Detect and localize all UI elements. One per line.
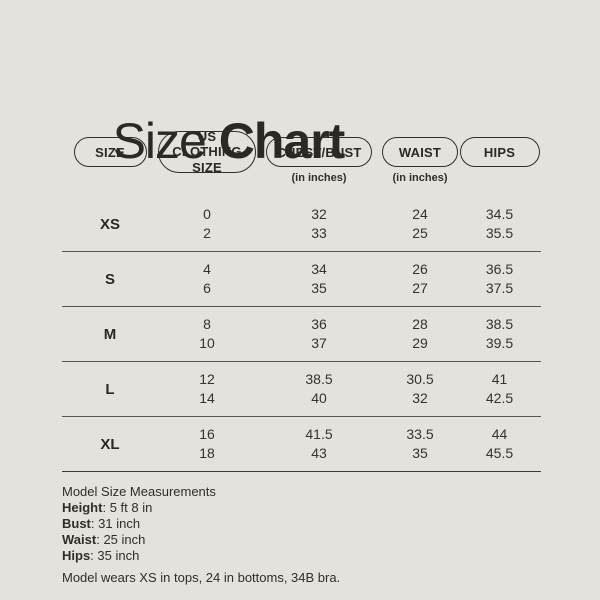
size-cell: S — [104, 270, 115, 288]
us-size-cell: 16 18 — [199, 426, 215, 461]
chest-bust-unit-label: (in inches) — [291, 172, 347, 184]
table-row-m: M 8 10 36 37 28 29 38.5 39.5 — [62, 307, 541, 362]
chest-bust-header-label: CHEST/BUST — [276, 144, 362, 160]
waist-cell: 30.5 32 — [406, 371, 434, 406]
model-wears-note: Model wears XS in tops, 24 in bottoms, 3… — [62, 570, 341, 585]
waist-cell: 26 27 — [412, 261, 428, 296]
column-header-us-clothing-size: US CLOTHING SIZE — [158, 128, 256, 175]
us-clothing-size-header-label: US CLOTHING SIZE — [172, 128, 242, 175]
chest-cell: 34 35 — [311, 261, 327, 296]
us-size-cell: 12 14 — [199, 371, 215, 406]
measurement-waist: Waist: 25 inch — [62, 532, 146, 547]
size-table-body: XS 0 2 32 33 24 25 34.5 35.5 S 4 6 — [62, 197, 541, 472]
footer-heading: Model Size Measurements — [62, 484, 216, 499]
waist-cell: 24 25 — [412, 206, 428, 241]
us-size-cell: 4 6 — [203, 261, 211, 296]
hips-header-pill: HIPS — [459, 137, 540, 167]
size-cell: M — [103, 325, 117, 343]
measurement-bust: Bust: 31 inch — [62, 516, 141, 531]
size-header-label: SIZE — [95, 144, 125, 160]
column-header-size: SIZE — [62, 131, 158, 173]
model-measurements-footer: Model Size Measurements Height: 5 ft 8 i… — [62, 484, 340, 586]
waist-unit-label: (in inches) — [392, 172, 448, 184]
hips-cell: 34.5 35.5 — [485, 206, 514, 241]
chest-bust-header-pill: CHEST/BUST — [266, 137, 372, 167]
hips-cell: 44 45.5 — [485, 426, 514, 461]
table-row-s: S 4 6 34 35 26 27 36.5 37.5 — [62, 252, 541, 307]
hips-cell: 41 42.5 — [485, 371, 514, 406]
us-size-cell: 8 10 — [199, 316, 215, 351]
table-row-xs: XS 0 2 32 33 24 25 34.5 35.5 — [62, 197, 541, 252]
chest-cell: 41.5 43 — [305, 426, 333, 461]
column-header-chest-bust: CHEST/BUST (in inches) — [256, 131, 382, 184]
hips-cell: 38.5 39.5 — [485, 316, 514, 351]
size-cell: XL — [100, 435, 120, 453]
table-row-l: L 12 14 38.5 40 30.5 32 41 42.5 — [62, 362, 541, 417]
column-header-waist: WAIST (in inches) — [382, 131, 458, 184]
hips-header-label: HIPS — [483, 144, 516, 160]
us-clothing-size-header-pill: US CLOTHING SIZE — [158, 128, 256, 175]
table-header-row: SIZE US CLOTHING SIZE CHEST/BUST (in inc… — [62, 128, 541, 184]
table-row-xl: XL 16 18 41.5 43 33.5 35 44 45.5 — [62, 417, 541, 472]
waist-cell: 28 29 — [412, 316, 428, 351]
hips-cell: 36.5 37.5 — [485, 261, 514, 296]
column-header-hips: HIPS — [458, 131, 541, 173]
chest-cell: 32 33 — [311, 206, 327, 241]
size-cell: L — [105, 380, 115, 398]
waist-header-label: WAIST — [398, 144, 442, 160]
size-cell: XS — [99, 215, 120, 233]
waist-cell: 33.5 35 — [406, 426, 434, 461]
size-header-pill: SIZE — [73, 137, 147, 167]
measurement-height: Height: 5 ft 8 in — [62, 500, 153, 515]
chest-cell: 38.5 40 — [305, 371, 333, 406]
chest-cell: 36 37 — [311, 316, 327, 351]
us-size-cell: 0 2 — [203, 206, 211, 241]
measurement-hips: Hips: 35 inch — [62, 548, 140, 563]
waist-header-pill: WAIST — [382, 137, 458, 167]
